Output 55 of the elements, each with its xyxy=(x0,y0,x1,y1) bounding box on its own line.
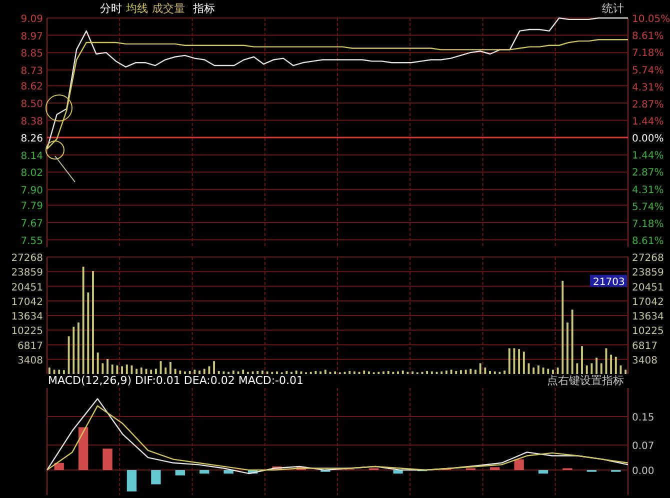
y-tick-label: 23859 xyxy=(11,268,43,279)
y2-tick-label: 5.74% xyxy=(632,202,664,213)
y2-tick-label: 7.18% xyxy=(632,48,664,60)
y2-tick-label: 0.07 xyxy=(632,441,654,452)
y2-tick-label: 10.05% xyxy=(632,14,670,25)
y-tick-label: 8.26 xyxy=(20,134,43,145)
y2-tick-label: 7.18% xyxy=(632,218,664,230)
y-tick-label: 8.73 xyxy=(20,66,43,77)
y-tick-label: 8.14 xyxy=(20,150,43,162)
text: 指标 xyxy=(192,2,215,15)
y-tick-label: 6817 xyxy=(18,340,43,352)
y2-tick-label: 6817 xyxy=(632,340,658,352)
text: MACD(12,26,9) DIF:0.01 DEA:0.02 MACD:-0.01 xyxy=(48,374,304,387)
y-tick-label: 7.79 xyxy=(20,201,43,212)
y-tick-label: 8.85 xyxy=(20,48,43,60)
y2-tick-label: 0.00% xyxy=(632,134,664,145)
y2-tick-label: 8.61% xyxy=(632,236,664,247)
y2-tick-label: 3408 xyxy=(632,355,658,366)
y-tick-label: 7.55 xyxy=(20,236,43,247)
y-tick-label: 20451 xyxy=(11,282,43,294)
y2-tick-label: 4.31% xyxy=(632,82,664,94)
y2-tick-label: 5.74% xyxy=(632,65,664,76)
y-tick-label: 13634 xyxy=(11,312,43,322)
y2-tick-label: 17042 xyxy=(632,296,664,308)
y2-tick-label: 20451 xyxy=(632,282,664,294)
text: 点右键设置指标 xyxy=(547,374,624,387)
y2-tick-label: 23859 xyxy=(632,268,664,279)
text: 成交量 xyxy=(152,2,185,15)
y-tick-label: 10225 xyxy=(11,326,43,338)
y2-tick-label: 0.00 xyxy=(632,466,654,478)
y2-tick-label: 10225 xyxy=(632,326,664,338)
y2-tick-label: 2.87% xyxy=(632,99,664,110)
y-tick-label: 8.38 xyxy=(20,116,43,128)
text: 均线 xyxy=(125,2,148,15)
y-tick-label: 17042 xyxy=(11,296,43,308)
y2-tick-label: 27268 xyxy=(632,253,664,264)
y-tick-label: 8.02 xyxy=(20,168,43,180)
y2-tick-label: 1.44% xyxy=(632,150,664,162)
y2-tick-label: 13634 xyxy=(632,312,664,322)
y-tick-label: 7.67 xyxy=(20,218,43,230)
y2-tick-label: 2.87% xyxy=(632,168,664,179)
y2-tick-label: 0.15 xyxy=(632,412,654,424)
y2-tick-label: 4.31% xyxy=(632,184,664,196)
y2-tick-label: 1.44% xyxy=(632,116,664,128)
y-tick-label: 8.50 xyxy=(20,98,43,110)
y-tick-label: 27268 xyxy=(11,253,43,264)
y-tick-label: 7.90 xyxy=(20,185,43,196)
annotation: 21703 xyxy=(593,276,625,288)
y-tick-label: 9.09 xyxy=(20,14,43,25)
y-tick-label: 3408 xyxy=(18,355,43,366)
text: 统计 xyxy=(602,2,624,15)
y-tick-label: 8.62 xyxy=(20,82,43,93)
y-tick-label: 8.97 xyxy=(20,31,43,42)
y2-tick-label: 8.61% xyxy=(632,31,664,42)
chart-title: 分时 xyxy=(100,2,122,15)
